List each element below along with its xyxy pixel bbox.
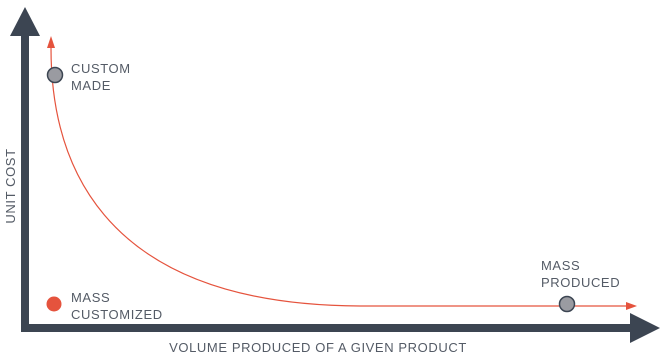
custom-made-point: CUSTOM MADE: [46, 61, 131, 93]
custom-made-marker: [46, 66, 64, 84]
custom-made-label-line2: MADE: [71, 78, 111, 93]
mass-customized-marker: [46, 296, 62, 312]
y-axis-label: UNIT COST: [3, 148, 18, 223]
y-axis: [10, 7, 40, 332]
mass-produced-label-line1: MASS: [541, 258, 580, 273]
mass-produced-marker: [558, 295, 576, 313]
mass-produced-label-line2: PRODUCED: [541, 275, 620, 290]
cost-curve: [47, 36, 637, 310]
x-axis-arrowhead: [630, 313, 660, 343]
mass-produced-point: MASS PRODUCED: [541, 258, 620, 313]
x-axis: [21, 313, 660, 343]
mass-customized-point: MASS CUSTOMIZED: [46, 290, 163, 322]
y-axis-arrowhead: [10, 7, 40, 36]
x-axis-label: VOLUME PRODUCED OF A GIVEN PRODUCT: [169, 340, 467, 355]
custom-made-label-line1: CUSTOM: [71, 61, 131, 76]
mass-customized-label-line1: MASS: [71, 290, 110, 305]
curve-arrowhead-top: [47, 36, 55, 48]
curve-arrowhead-right: [626, 302, 637, 310]
mass-customized-label-line2: CUSTOMIZED: [71, 307, 163, 322]
